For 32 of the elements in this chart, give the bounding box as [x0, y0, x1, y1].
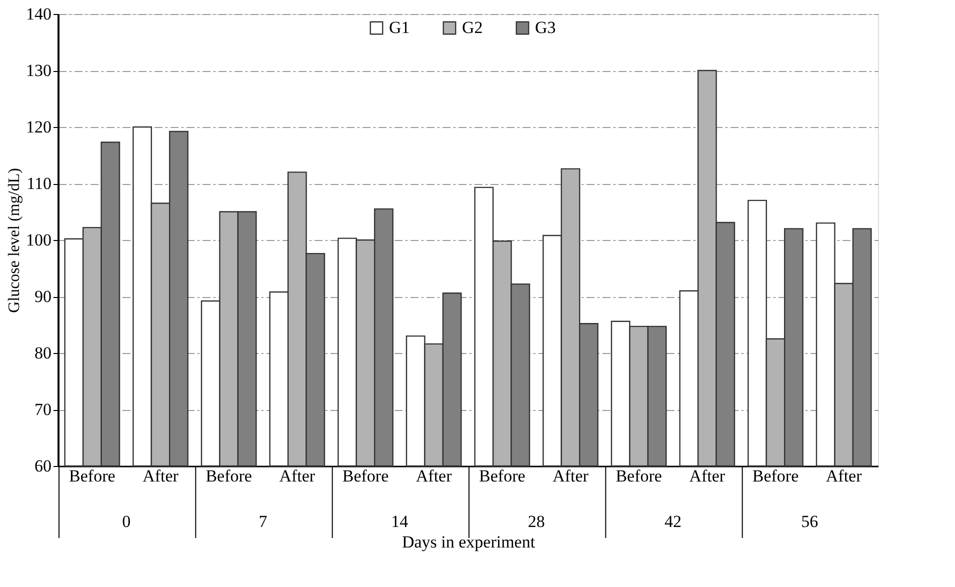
y-tick-label: 90	[34, 287, 52, 306]
y-tick-label: 110	[26, 174, 52, 193]
text: 0	[122, 512, 131, 531]
y-tick-label: 60	[34, 456, 52, 476]
text: 28	[528, 512, 545, 531]
y-tick-label: 100	[26, 230, 52, 250]
y-tick-label: 140	[26, 4, 52, 24]
legend-label: G2	[462, 18, 483, 37]
x-tick-label: After	[826, 466, 862, 486]
legend-label: G1	[389, 18, 410, 37]
x-axis-title: Days in experiment	[402, 532, 536, 552]
y-tick-label: 80	[34, 344, 52, 362]
y-tick-label: 70	[34, 400, 52, 419]
x-tick-label: After	[142, 466, 179, 486]
text: 7	[258, 512, 268, 531]
y-tick-label: 120	[26, 118, 52, 136]
text: 14	[391, 512, 409, 531]
text: 56	[801, 512, 818, 531]
legend-label: G3	[535, 18, 556, 37]
x-tick-label: Before	[479, 466, 526, 486]
x-tick-label: Before	[342, 466, 389, 486]
x-tick-label: After	[279, 466, 316, 486]
x-tick-label: Before	[752, 466, 799, 486]
y-tick-label: 130	[26, 61, 52, 80]
x-tick-label: After	[689, 466, 726, 486]
x-tick-label: After	[552, 466, 589, 486]
x-tick-label: After	[416, 466, 452, 486]
x-tick-label: Before	[206, 466, 252, 486]
text: 42	[664, 512, 682, 531]
x-tick-label: Before	[69, 466, 116, 486]
x-tick-label: Before	[616, 466, 662, 486]
y-axis-title: Glucose level (mg/dL)	[6, 168, 23, 313]
